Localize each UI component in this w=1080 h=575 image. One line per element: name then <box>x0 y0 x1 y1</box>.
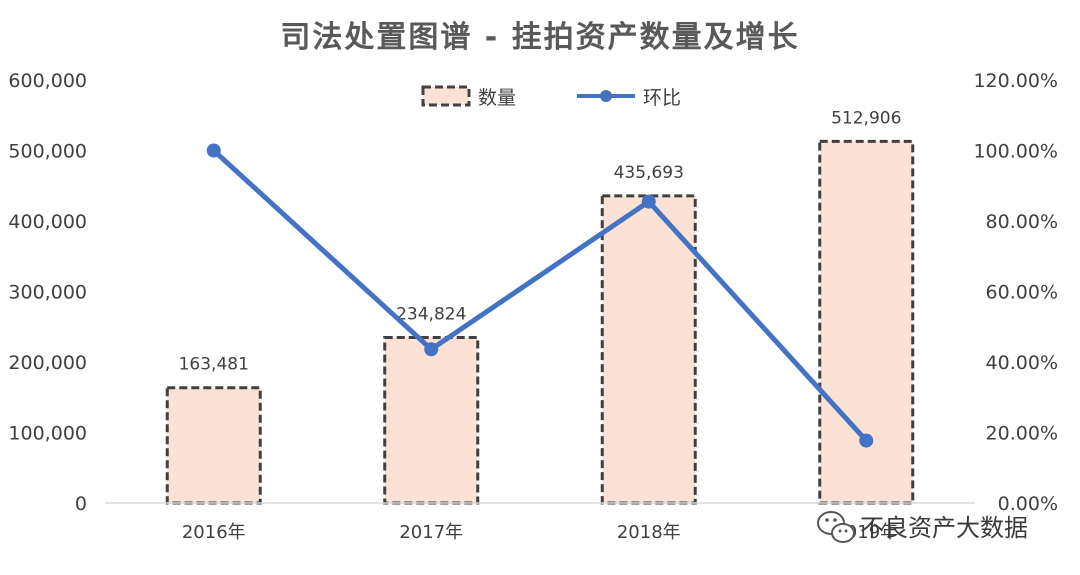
x-axis-tick-label: 2017年 <box>399 522 463 543</box>
right-axis-tick-label: 0.00% <box>998 493 1058 515</box>
left-axis-tick-label: 600,000 <box>8 70 87 92</box>
bar-value-label: 435,693 <box>614 163 684 183</box>
left-axis: 0 100,000 200,000 300,000 400,000 500,000 600,… <box>8 70 87 515</box>
line-series <box>206 143 874 448</box>
x-axis-tick-label: 2016年 <box>182 522 246 543</box>
legend-line-label: 环比 <box>643 87 681 109</box>
bar-series <box>165 139 915 505</box>
bar-value-labels: 163,481 234,824 435,693 512,906 <box>179 108 902 374</box>
legend-line-marker <box>600 90 612 102</box>
right-axis-tick-label: 60.00% <box>986 282 1058 304</box>
line-path <box>211 148 869 444</box>
left-axis-tick-label: 0 <box>75 493 87 515</box>
line-point <box>206 143 221 158</box>
bar <box>600 194 697 505</box>
bar <box>165 386 262 505</box>
right-axis-tick-label: 100.00% <box>973 141 1058 163</box>
right-axis-tick-label: 20.00% <box>986 423 1058 445</box>
left-axis-tick-label: 200,000 <box>8 352 87 374</box>
bar-value-label: 163,481 <box>179 355 249 375</box>
line-point <box>859 433 874 448</box>
line-point <box>641 194 656 209</box>
legend-bar-swatch <box>421 85 471 107</box>
line-point <box>424 342 439 357</box>
legend-bar-label: 数量 <box>478 87 516 109</box>
x-axis: 2016年 2017年 2018年 2019年 <box>105 502 975 543</box>
left-axis-tick-label: 400,000 <box>8 211 87 233</box>
legend: 数量 环比 <box>421 85 681 109</box>
x-axis-tick-label: 2018年 <box>617 522 681 543</box>
right-axis: 0.00% 20.00% 40.00% 60.00% 80.00% 100.00% 120.… <box>973 70 1058 515</box>
chart-title: 司法处置图谱 - 挂拍资产数量及增长 <box>280 20 799 55</box>
right-axis-tick-label: 120.00% <box>973 70 1058 92</box>
left-axis-tick-label: 500,000 <box>8 141 87 163</box>
left-axis-tick-label: 100,000 <box>8 423 87 445</box>
left-axis-tick-label: 300,000 <box>8 282 87 304</box>
watermark-text: 不良资产大数据 <box>860 514 1028 542</box>
bar <box>383 335 480 505</box>
right-axis-tick-label: 40.00% <box>986 352 1058 374</box>
bar <box>818 139 915 505</box>
wechat-icon <box>817 511 855 543</box>
bar-value-label: 234,824 <box>396 304 466 324</box>
right-axis-tick-label: 80.00% <box>986 211 1058 233</box>
bar-value-label: 512,906 <box>831 108 901 128</box>
watermark: 不良资产大数据 <box>817 511 1028 543</box>
